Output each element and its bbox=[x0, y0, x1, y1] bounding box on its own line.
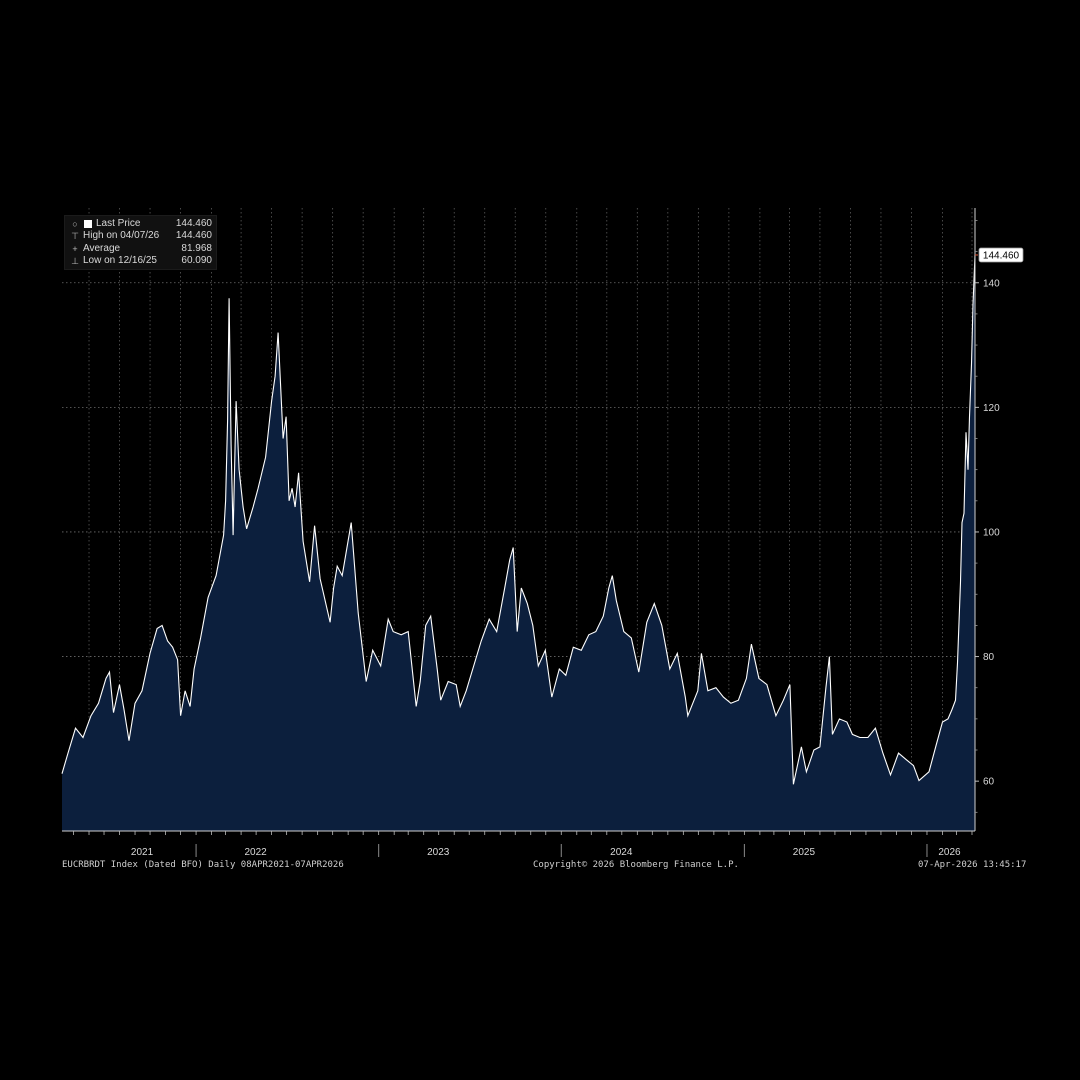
chart-labels: 60 80 100 120 140 2021 2022 2023 2024 2025 2026 144… bbox=[131, 247, 1024, 858]
legend-last-price: ○ Last Price 144.460 bbox=[70, 218, 212, 230]
legend-average-label: Average bbox=[83, 242, 121, 254]
x-tick-label: 2022 bbox=[244, 847, 267, 858]
price-area bbox=[62, 255, 975, 831]
legend-high: ⊤ High on 04/07/26 144.460 bbox=[70, 230, 212, 242]
legend-last-price-label: Last Price bbox=[96, 218, 141, 229]
footer-copyright: Copyright© 2026 Bloomberg Finance L.P. bbox=[533, 860, 739, 870]
x-tick-label: 2023 bbox=[427, 847, 450, 858]
legend-low-value: 60.090 bbox=[181, 254, 212, 266]
y-tick-label: 100 bbox=[983, 527, 1000, 538]
last-price-badge-label: 144.460 bbox=[983, 250, 1020, 261]
footer-timestamp: 07-Apr-2026 13:45:17 bbox=[918, 860, 1027, 870]
y-tick-label: 80 bbox=[983, 652, 995, 663]
last-price-marker-icon: ○ bbox=[72, 219, 78, 229]
x-tick-label: 2026 bbox=[938, 847, 961, 858]
x-tick-label: 2021 bbox=[131, 847, 154, 858]
last-price-swatch-icon bbox=[84, 220, 92, 229]
footer-index-info: EUCRBRDT Index (Dated BFO) Daily 08APR20… bbox=[62, 860, 344, 870]
average-marker-icon: + bbox=[72, 243, 78, 254]
y-tick-label: 60 bbox=[983, 777, 995, 788]
legend-low: ⊥ Low on 12/16/25 60.090 bbox=[70, 255, 212, 267]
legend-last-price-value: 144.460 bbox=[175, 218, 212, 229]
legend-low-label: Low on 12/16/25 bbox=[83, 254, 157, 266]
y-tick-label: 120 bbox=[983, 403, 1000, 414]
y-tick-label: 140 bbox=[983, 278, 1000, 289]
low-marker-icon: ⊥ bbox=[71, 255, 79, 266]
legend-average-value: 81.968 bbox=[181, 242, 212, 254]
legend-average: + Average 81.968 bbox=[70, 243, 212, 255]
x-tick-label: 2025 bbox=[793, 847, 816, 858]
legend-high-label: High on 04/07/26 bbox=[83, 230, 160, 242]
price-line bbox=[61, 254, 976, 785]
high-marker-icon: ⊤ bbox=[71, 231, 79, 242]
chart-legend: ○ Last Price 144.460 ⊤ High on 04/07/26 14… bbox=[64, 215, 217, 270]
last-price-badge bbox=[978, 247, 1024, 263]
x-tick-label: 2024 bbox=[610, 847, 633, 858]
legend-high-value: 144.460 bbox=[175, 230, 212, 242]
chart-axes bbox=[62, 208, 979, 857]
